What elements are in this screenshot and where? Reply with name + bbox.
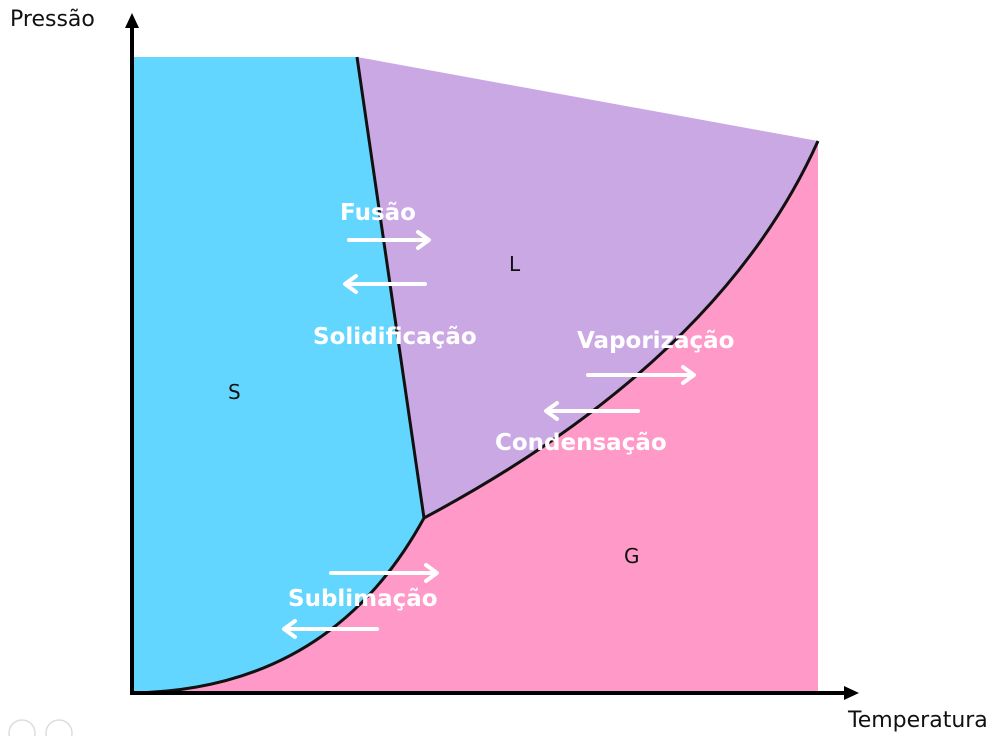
gas-region — [132, 141, 818, 693]
condensation-label: Condensação — [495, 430, 667, 456]
slide-control-icon[interactable] — [8, 719, 36, 736]
solidification-label: Solidificação — [313, 324, 477, 350]
sublimation-label: Sublimação — [288, 586, 438, 612]
gas-region-label: G — [624, 544, 640, 568]
liquid-region — [357, 57, 818, 518]
x-axis-arrow-icon — [844, 686, 859, 700]
liquid-region-label: L — [509, 252, 521, 276]
x-axis-label: Temperatura — [847, 708, 988, 733]
y-axis-arrow-icon — [125, 13, 139, 28]
solidification-arrow-head-icon — [343, 274, 358, 294]
vaporization-curve — [423, 140, 820, 520]
fusion-arrow-head-icon — [416, 230, 431, 250]
y-axis-label: Pressão — [10, 7, 95, 32]
condensation-arrow-head-icon — [544, 401, 559, 421]
solid-region-label: S — [228, 380, 241, 404]
vaporization-label: Vaporização — [577, 328, 734, 354]
vaporization-arrow-head-icon — [681, 365, 696, 385]
more-options-icon[interactable] — [45, 719, 73, 736]
sublimation-arrow-head-icon — [424, 563, 439, 583]
fusion-label: Fusão — [340, 200, 416, 226]
deposition-arrow-head-icon — [282, 619, 297, 639]
sublimation-curve — [131, 517, 426, 695]
fusion-curve — [355, 56, 426, 519]
solid-region — [132, 57, 424, 693]
